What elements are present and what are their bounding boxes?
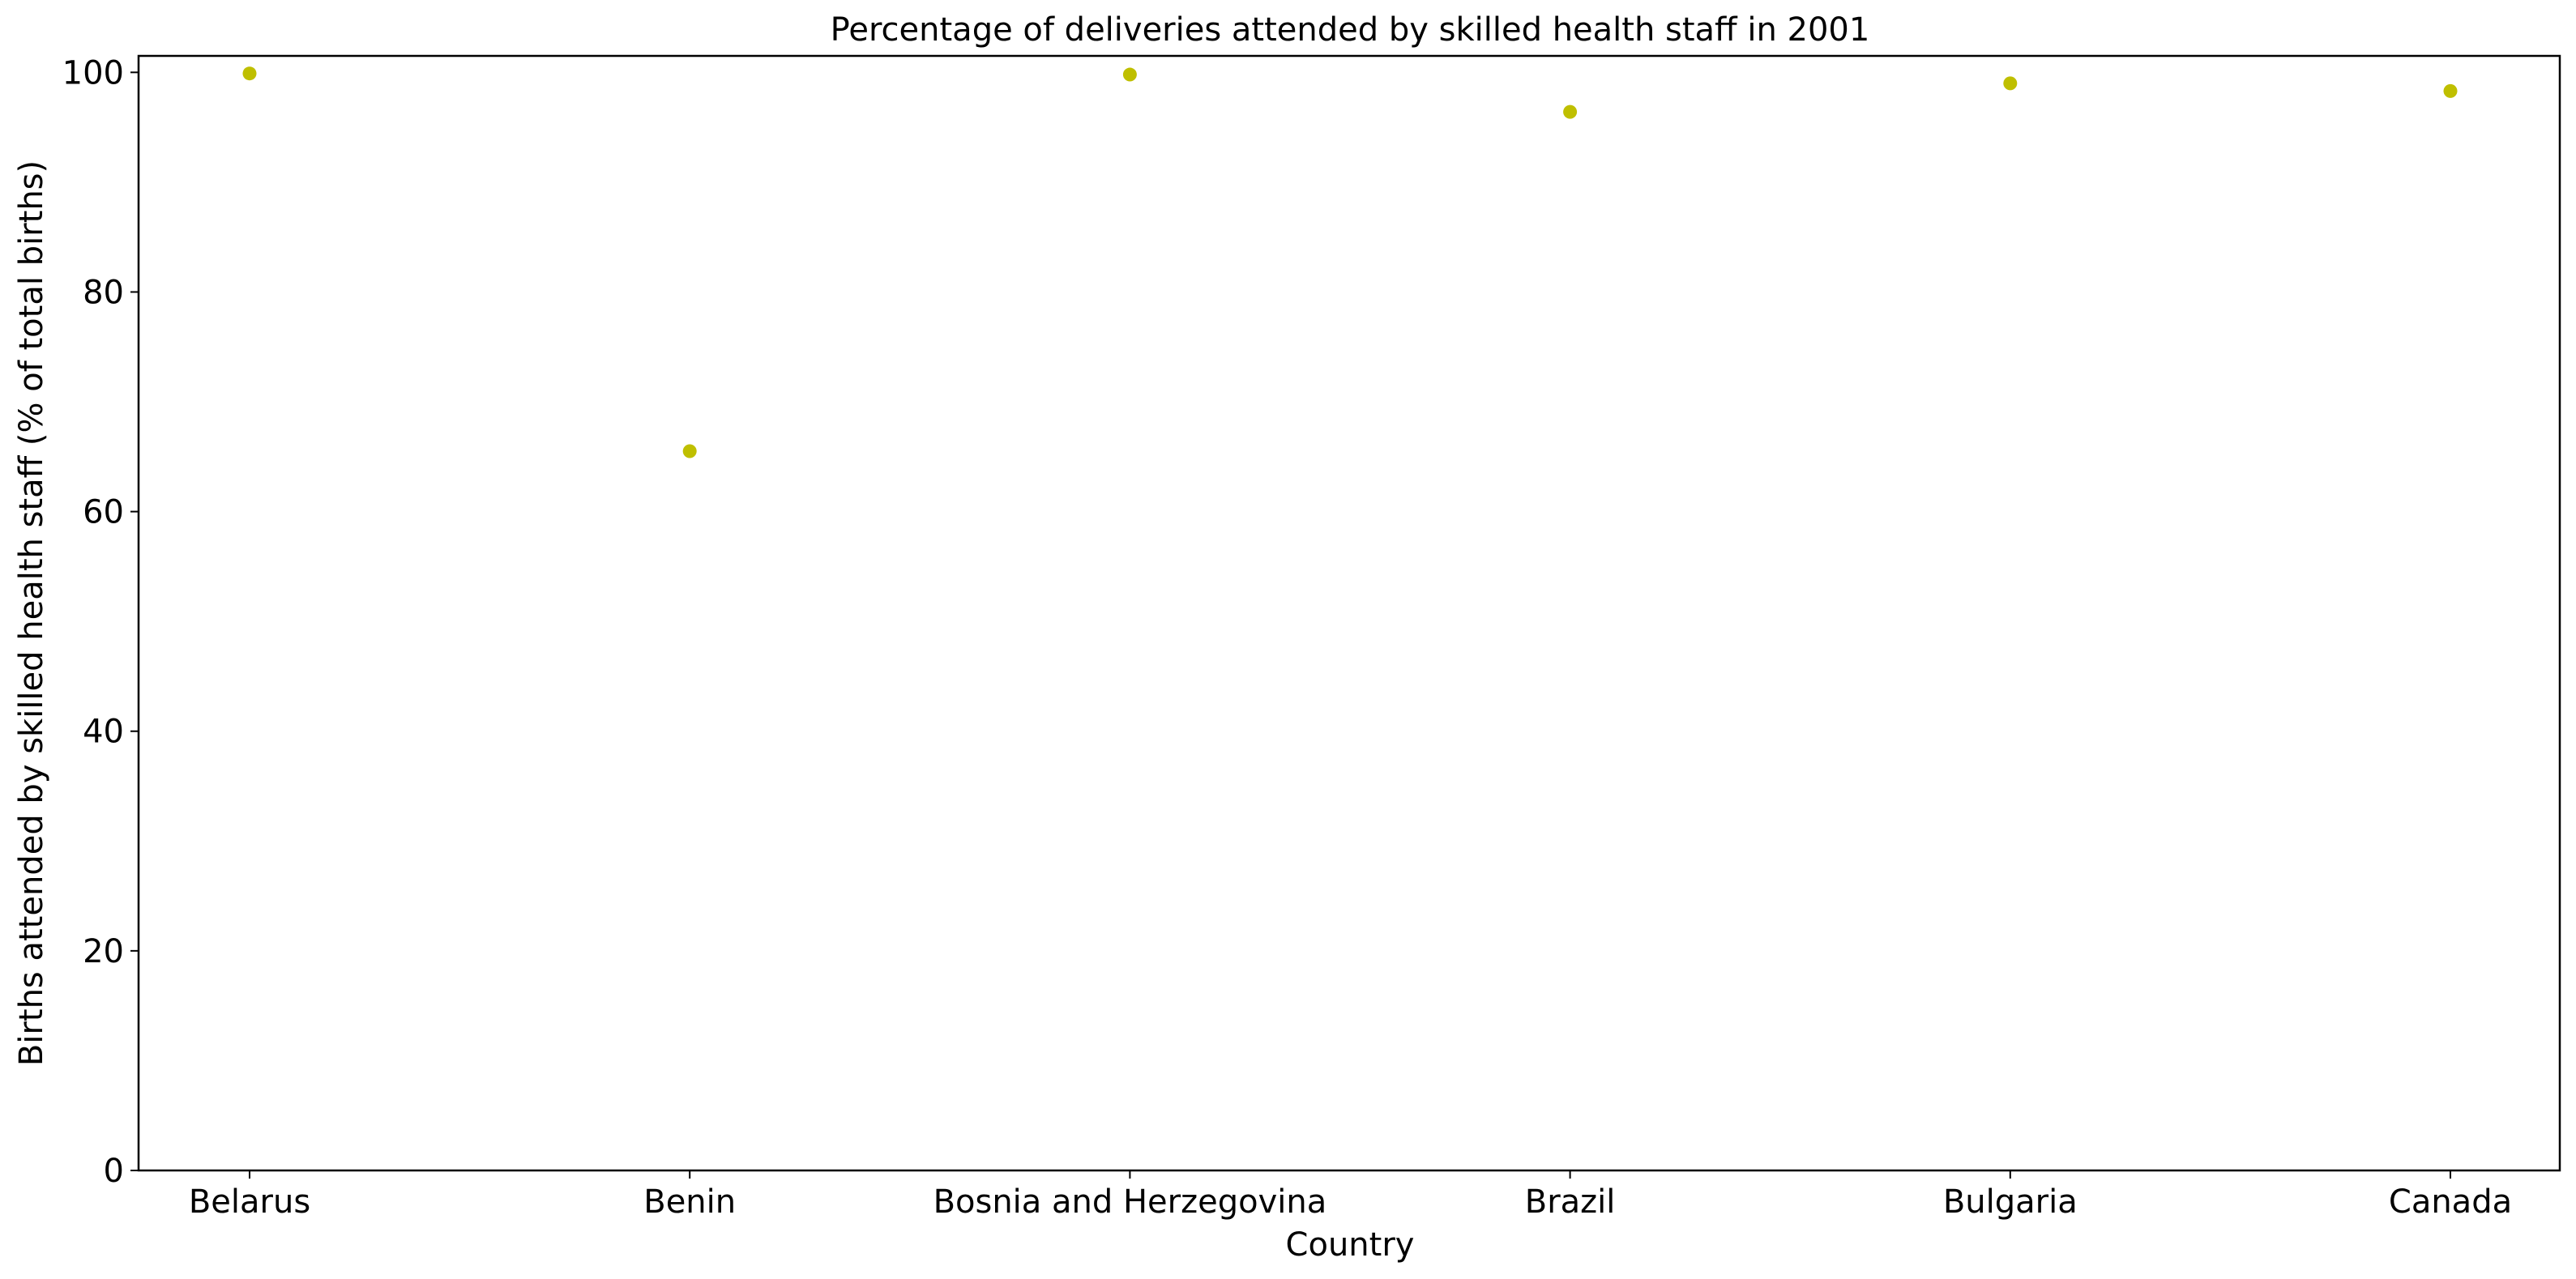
data-point-brazil [1563,104,1578,119]
y-tick-label: 20 [83,933,124,970]
y-tick-label: 60 [83,494,124,531]
y-axis-label: Births attended by skilled health staff … [13,160,50,1066]
plot-area [137,54,2561,1172]
data-point-benin [682,444,697,458]
x-tick-label-canada: Canada [2389,1183,2512,1221]
x-tick-label-bosnia-and-herzegovina: Bosnia and Herzegovina [933,1183,1327,1221]
y-tick-label: 0 [104,1153,124,1190]
x-tick-label-brazil: Brazil [1525,1183,1616,1221]
x-axis-label: Country [1286,1226,1415,1264]
chart-title: Percentage of deliveries attended by ski… [831,11,1870,49]
x-tick-label-belarus: Belarus [189,1183,310,1221]
data-points [242,66,2458,458]
data-point-belarus [242,66,257,81]
y-tick-label: 40 [83,714,124,751]
x-tick-label-bulgaria: Bulgaria [1943,1183,2078,1221]
y-tick-label: 100 [62,54,124,92]
x-tick-label-benin: Benin [643,1183,736,1221]
y-axis: 0 20 40 60 80 100 [62,54,139,1190]
data-point-bosnia-and-herzegovina [1122,67,1137,82]
x-axis: Belarus Benin Bosnia and Herzegovina Brazil… [189,1170,2512,1221]
y-tick-label: 80 [83,274,124,311]
data-point-canada [2443,83,2458,98]
data-point-bulgaria [2003,76,2018,91]
